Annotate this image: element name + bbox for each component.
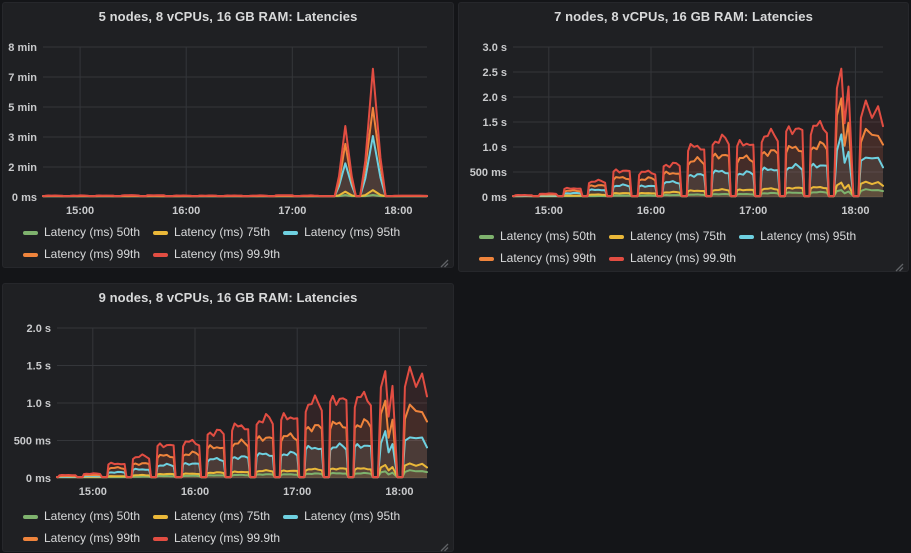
legend-item-p95[interactable]: Latency (ms) 95th bbox=[739, 229, 856, 244]
svg-text:16:00: 16:00 bbox=[172, 205, 200, 217]
legend-item-p99[interactable]: Latency (ms) 99th bbox=[23, 531, 140, 546]
panel-7-nodes-latencies: 7 nodes, 8 vCPUs, 16 GB RAM: Latencies 0… bbox=[458, 2, 909, 272]
resize-grip-icon bbox=[895, 263, 904, 272]
svg-text:3.0 s: 3.0 s bbox=[483, 42, 507, 54]
legend-color-swatch bbox=[283, 230, 299, 235]
legend-item-p999[interactable]: Latency (ms) 99.9th bbox=[153, 247, 280, 262]
svg-text:1.5 s: 1.5 s bbox=[483, 117, 507, 129]
legend-item-label: Latency (ms) 99.9th bbox=[174, 531, 281, 545]
legend-color-swatch bbox=[23, 252, 38, 257]
svg-text:15:00: 15:00 bbox=[535, 205, 563, 217]
latency-chart-5-nodes[interactable]: 0 ms 2 min 3 min 5 min 7 min 8 min 15:00 16:00 1… bbox=[3, 31, 456, 223]
legend-color-swatch bbox=[609, 234, 625, 239]
svg-text:17:00: 17:00 bbox=[283, 486, 311, 498]
legend-item-label: Latency (ms) 99.9th bbox=[174, 247, 281, 261]
legend-item-p75[interactable]: Latency (ms) 75th bbox=[153, 509, 270, 524]
legend-item-p999[interactable]: Latency (ms) 99.9th bbox=[153, 531, 280, 546]
svg-text:18:00: 18:00 bbox=[384, 205, 412, 217]
resize-grip-icon bbox=[440, 259, 449, 268]
legend-color-swatch bbox=[153, 514, 169, 519]
legend-color-swatch bbox=[23, 230, 38, 235]
legend-color-swatch bbox=[23, 536, 38, 541]
legend-item-label: Latency (ms) 99th bbox=[500, 251, 597, 265]
latency-chart-7-nodes[interactable]: 0 ms 500 ms 1.0 s 1.5 s 2.0 s 2.5 s 3.0 s 15:00… bbox=[459, 31, 911, 223]
legend-item-p75[interactable]: Latency (ms) 75th bbox=[153, 225, 270, 240]
svg-text:2 min: 2 min bbox=[8, 162, 37, 174]
svg-text:5 min: 5 min bbox=[8, 102, 37, 114]
legend-item-label: Latency (ms) 95th bbox=[304, 509, 401, 523]
svg-text:1.5 s: 1.5 s bbox=[27, 361, 51, 373]
legend-item-p99[interactable]: Latency (ms) 99th bbox=[23, 247, 140, 262]
legend-item-p50[interactable]: Latency (ms) 50th bbox=[23, 225, 140, 240]
svg-text:0 ms: 0 ms bbox=[12, 192, 37, 204]
svg-text:2.0 s: 2.0 s bbox=[27, 323, 51, 335]
resize-grip-icon bbox=[440, 543, 449, 552]
panel-5-nodes-latencies: 5 nodes, 8 vCPUs, 16 GB RAM: Latencies 0… bbox=[2, 2, 454, 268]
legend-item-p95[interactable]: Latency (ms) 95th bbox=[283, 225, 400, 240]
panel-resize-handle[interactable] bbox=[440, 539, 450, 552]
legend-color-swatch bbox=[609, 256, 625, 261]
legend-item-label: Latency (ms) 50th bbox=[44, 225, 141, 239]
svg-text:1.0 s: 1.0 s bbox=[483, 142, 507, 154]
svg-text:18:00: 18:00 bbox=[385, 486, 413, 498]
panel-resize-handle[interactable] bbox=[895, 259, 905, 272]
svg-text:17:00: 17:00 bbox=[278, 205, 306, 217]
legend-item-label: Latency (ms) 95th bbox=[760, 229, 857, 243]
svg-text:2.0 s: 2.0 s bbox=[483, 92, 507, 104]
legend-item-p95[interactable]: Latency (ms) 95th bbox=[283, 509, 400, 524]
legend-item-p50[interactable]: Latency (ms) 50th bbox=[23, 509, 140, 524]
svg-text:8 min: 8 min bbox=[8, 42, 37, 54]
svg-text:16:00: 16:00 bbox=[181, 486, 209, 498]
legend-item-label: Latency (ms) 95th bbox=[304, 225, 401, 239]
legend-item-p75[interactable]: Latency (ms) 75th bbox=[609, 229, 726, 244]
svg-text:15:00: 15:00 bbox=[66, 205, 94, 217]
svg-text:0 ms: 0 ms bbox=[26, 473, 51, 485]
chart-legend: Latency (ms) 50th Latency (ms) 75th Latenc… bbox=[479, 229, 899, 266]
legend-item-p99[interactable]: Latency (ms) 99th bbox=[479, 251, 596, 266]
legend-item-label: Latency (ms) 50th bbox=[44, 509, 141, 523]
svg-text:7 min: 7 min bbox=[8, 72, 37, 84]
legend-item-label: Latency (ms) 75th bbox=[174, 225, 271, 239]
svg-text:2.5 s: 2.5 s bbox=[483, 67, 507, 79]
panel-title[interactable]: 7 nodes, 8 vCPUs, 16 GB RAM: Latencies bbox=[554, 9, 813, 24]
legend-color-swatch bbox=[153, 536, 169, 541]
svg-text:500 ms: 500 ms bbox=[470, 167, 507, 179]
svg-text:0 ms: 0 ms bbox=[482, 192, 507, 204]
svg-text:1.0 s: 1.0 s bbox=[27, 398, 51, 410]
legend-color-swatch bbox=[739, 234, 755, 239]
panel-title[interactable]: 9 nodes, 8 vCPUs, 16 GB RAM: Latencies bbox=[98, 290, 358, 305]
svg-text:15:00: 15:00 bbox=[79, 486, 107, 498]
legend-color-swatch bbox=[283, 514, 299, 519]
legend-color-swatch bbox=[153, 252, 169, 257]
panel-9-nodes-latencies: 9 nodes, 8 vCPUs, 16 GB RAM: Latencies 0… bbox=[2, 283, 454, 552]
legend-item-label: Latency (ms) 99.9th bbox=[630, 251, 737, 265]
legend-color-swatch bbox=[479, 234, 494, 239]
svg-text:18:00: 18:00 bbox=[841, 205, 869, 217]
svg-text:3 min: 3 min bbox=[8, 132, 37, 144]
legend-color-swatch bbox=[153, 230, 169, 235]
legend-item-label: Latency (ms) 99th bbox=[44, 531, 141, 545]
legend-item-label: Latency (ms) 75th bbox=[630, 229, 727, 243]
chart-legend: Latency (ms) 50th Latency (ms) 75th Latenc… bbox=[23, 509, 443, 546]
svg-text:500 ms: 500 ms bbox=[14, 436, 51, 448]
legend-item-label: Latency (ms) 50th bbox=[500, 229, 597, 243]
svg-text:17:00: 17:00 bbox=[739, 205, 767, 217]
panel-resize-handle[interactable] bbox=[440, 255, 450, 268]
legend-item-p999[interactable]: Latency (ms) 99.9th bbox=[609, 251, 736, 266]
legend-color-swatch bbox=[479, 256, 494, 261]
chart-legend: Latency (ms) 50th Latency (ms) 75th Latenc… bbox=[23, 225, 443, 262]
panel-title[interactable]: 5 nodes, 8 vCPUs, 16 GB RAM: Latencies bbox=[98, 9, 358, 24]
legend-item-label: Latency (ms) 75th bbox=[174, 509, 271, 523]
legend-item-p50[interactable]: Latency (ms) 50th bbox=[479, 229, 596, 244]
legend-item-label: Latency (ms) 99th bbox=[44, 247, 141, 261]
svg-text:16:00: 16:00 bbox=[637, 205, 665, 217]
legend-color-swatch bbox=[23, 514, 38, 519]
latency-chart-9-nodes[interactable]: 0 ms 500 ms 1.0 s 1.5 s 2.0 s 15:00 16:00 17:00… bbox=[3, 312, 456, 504]
